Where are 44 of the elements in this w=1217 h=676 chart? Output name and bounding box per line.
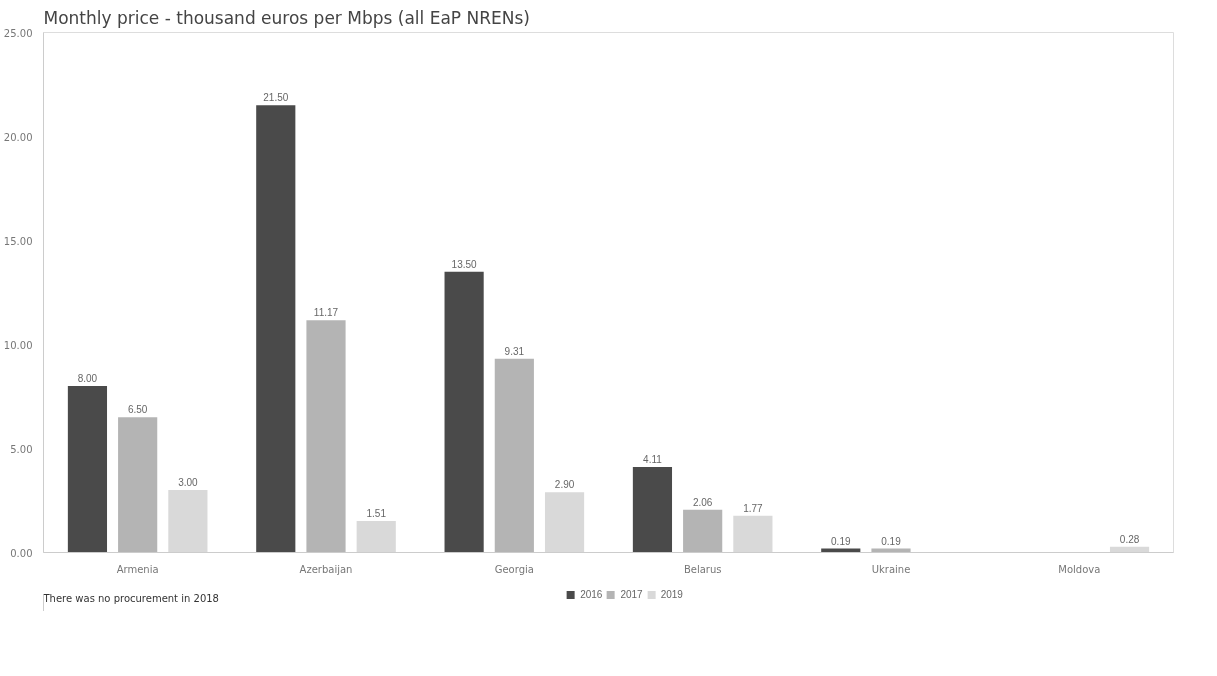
bar [356, 521, 396, 553]
x-tick-label: Moldova [1058, 563, 1101, 575]
data-label: 4.11 [643, 454, 663, 466]
bar [168, 490, 208, 553]
y-tick-label: 5.00 [10, 443, 33, 455]
bar [632, 467, 673, 553]
data-label: 0.28 [1119, 533, 1140, 545]
y-tick-label: 25.00 [3, 27, 33, 39]
bar [544, 492, 585, 553]
data-label: 0.19 [831, 535, 851, 547]
legend-label: 2017 [620, 588, 643, 600]
y-tick-label: 15.00 [3, 235, 33, 247]
data-label: 11.17 [313, 307, 339, 319]
data-label: 9.31 [504, 345, 525, 357]
data-label: 3.00 [178, 477, 199, 489]
data-label: 2.06 [692, 496, 713, 508]
x-tick-label: Ukraine [871, 563, 911, 575]
bar [444, 271, 484, 553]
y-tick-label: 0.00 [10, 547, 33, 559]
data-label: 1.77 [743, 502, 764, 514]
data-label: 1.51 [366, 508, 387, 520]
x-tick-label: Georgia [494, 563, 534, 575]
data-label: 2.90 [554, 479, 575, 491]
y-tick-label: 20.00 [3, 131, 33, 143]
legend-label: 2019 [660, 588, 683, 600]
data-label: 0.19 [881, 535, 902, 547]
y-tick-label: 10.00 [3, 339, 33, 351]
chart-title: Monthly price - thousand euros per Mbps (all EaP NRENs) [43, 7, 530, 28]
bar [494, 358, 534, 553]
data-label: 6.50 [127, 404, 148, 416]
bar [256, 105, 296, 553]
bar [683, 509, 723, 553]
data-label: 13.50 [451, 258, 478, 270]
bar [733, 515, 773, 553]
data-label: 21.50 [263, 92, 289, 104]
text: There was no procurement in 2018 [42, 592, 219, 604]
bar [306, 320, 346, 553]
x-tick-label: Azerbaijan [299, 563, 353, 575]
x-tick-label: Belarus [683, 563, 722, 575]
x-tick-label: Armenia [116, 563, 159, 575]
legend-label: 2016 [580, 588, 603, 600]
bar [67, 386, 108, 553]
bar [118, 417, 158, 553]
data-label: 8.00 [77, 373, 98, 385]
